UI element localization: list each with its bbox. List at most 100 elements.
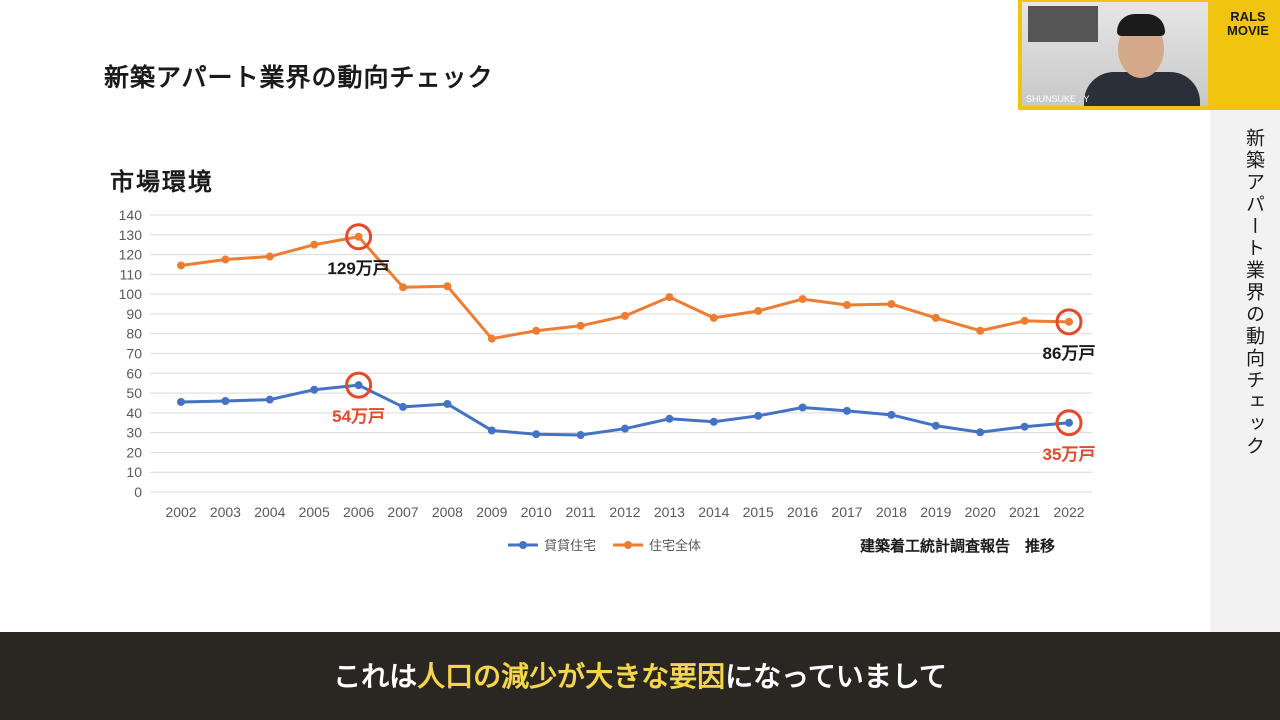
data-point (843, 406, 851, 415)
y-tick-label: 10 (126, 464, 142, 480)
highlight-circles (345, 223, 1083, 437)
data-point (265, 252, 274, 261)
y-tick-label: 60 (126, 365, 142, 381)
data-label: 86万戸 (1043, 344, 1096, 363)
x-tick-label: 2005 (299, 504, 330, 520)
x-tick-label: 2007 (387, 504, 418, 520)
y-tick-label: 40 (126, 405, 142, 421)
x-tick-label: 2014 (698, 504, 729, 520)
y-tick-label: 110 (120, 266, 143, 282)
data-point (399, 283, 407, 292)
wall-sign (1028, 6, 1098, 42)
x-tick-label: 2016 (787, 504, 818, 520)
subtitle-highlight: 人口の減少が大きな要因 (417, 660, 726, 693)
data-point (843, 301, 851, 310)
x-tick-label: 2021 (1009, 504, 1040, 520)
data-point (887, 410, 896, 419)
data-point (310, 240, 319, 249)
data-point (487, 334, 496, 343)
data-point (221, 255, 230, 264)
x-tick-label: 2013 (654, 504, 685, 520)
highlight-circle (1055, 409, 1083, 437)
x-tick-label: 2022 (1053, 504, 1084, 520)
presenter-hair (1117, 14, 1165, 36)
y-tick-label: 20 (126, 444, 142, 460)
x-axis-ticks: 2002 2003 2004 2005 2006 2007 2008 2009 2010 2011… (165, 504, 1084, 520)
side-vertical-title: 新築アパート業界の動向チェック (1243, 128, 1265, 458)
x-tick-label: 2004 (254, 504, 285, 520)
data-label: 129万戸 (327, 259, 389, 278)
subtitle-bar (0, 632, 1280, 720)
data-point (310, 385, 319, 394)
x-tick-label: 2015 (743, 504, 774, 520)
source-note: 建築着工統計調査報告 推移 (860, 537, 1055, 555)
x-tick-label: 2009 (476, 504, 507, 520)
chart-legend: 貸貸住宅 住宅全体 (508, 538, 701, 553)
slide: 新築アパート業界の動向チェック 市場環境 0 10 20 30 40 50 60 70 80 90… (104, 63, 1096, 555)
data-annotations: 129万戸 86万戸 54万戸 35万戸 (327, 259, 1095, 464)
x-tick-label: 2017 (831, 504, 862, 520)
x-tick-label: 2011 (566, 504, 596, 520)
subtitle-part-1: これは (333, 660, 418, 693)
data-point (443, 399, 452, 408)
subtitle-text: これは人口の減少が大きな要因になっていまして (0, 655, 1280, 695)
slide-title: 新築アパート業界の動向チェック (104, 63, 494, 92)
webcam-name-label: SHUNSUKE . Y (1026, 94, 1090, 104)
data-point (576, 321, 585, 330)
data-point (354, 232, 363, 241)
y-axis-ticks: 0 10 20 30 40 50 60 70 80 90 100 110 120 130 140 (119, 207, 143, 500)
subtitle-part-3: になっていまして (725, 660, 947, 693)
legend-swatch-dot (519, 541, 527, 549)
y-tick-label: 0 (134, 484, 142, 500)
data-point (709, 417, 718, 426)
y-tick-label: 50 (126, 385, 142, 401)
data-point (354, 381, 363, 390)
legend-label: 住宅全体 (649, 538, 701, 553)
data-point (177, 397, 185, 406)
y-tick-label: 120 (119, 247, 143, 263)
x-tick-label: 2010 (521, 504, 552, 520)
x-tick-label: 2003 (210, 504, 241, 520)
y-tick-label: 100 (119, 286, 143, 302)
highlight-circle (345, 223, 373, 251)
data-point (532, 430, 541, 439)
brand-logo-line1: RALS (1230, 9, 1266, 24)
data-point (1065, 418, 1073, 427)
highlight-circle (1055, 308, 1083, 336)
data-point (532, 326, 541, 335)
data-point (399, 402, 407, 411)
legend-swatch-dot (624, 541, 632, 549)
data-point (931, 421, 940, 430)
x-tick-label: 2019 (920, 504, 951, 520)
chart-grid (150, 214, 1092, 493)
brand-logo-line2: MOVIE (1227, 23, 1269, 38)
data-point (443, 282, 452, 291)
x-tick-label: 2012 (609, 504, 640, 520)
y-tick-label: 140 (119, 207, 143, 223)
data-point (1065, 317, 1073, 326)
data-point (221, 396, 230, 405)
y-tick-label: 130 (119, 227, 143, 243)
y-tick-label: 90 (126, 306, 142, 322)
brand-logo: RALS MOVIE (1218, 10, 1278, 38)
data-point (665, 414, 674, 423)
data-label: 35万戸 (1043, 445, 1096, 464)
data-point (976, 326, 985, 335)
webcam-video: SHUNSUKE . Y (1022, 2, 1208, 106)
x-tick-label: 2006 (343, 504, 374, 520)
data-point (976, 428, 985, 437)
data-point (621, 311, 629, 320)
data-point (709, 313, 718, 322)
data-point (1020, 422, 1029, 431)
data-point (798, 403, 807, 412)
series-line-1 (180, 235, 1070, 341)
data-point (621, 424, 629, 433)
side-panel (1210, 110, 1280, 632)
y-tick-label: 80 (126, 326, 142, 342)
legend-label: 貸貸住宅 (544, 538, 596, 553)
x-tick-label: 2020 (965, 504, 996, 520)
data-point (487, 426, 496, 435)
y-tick-label: 30 (126, 425, 142, 441)
highlight-circle (345, 371, 373, 399)
